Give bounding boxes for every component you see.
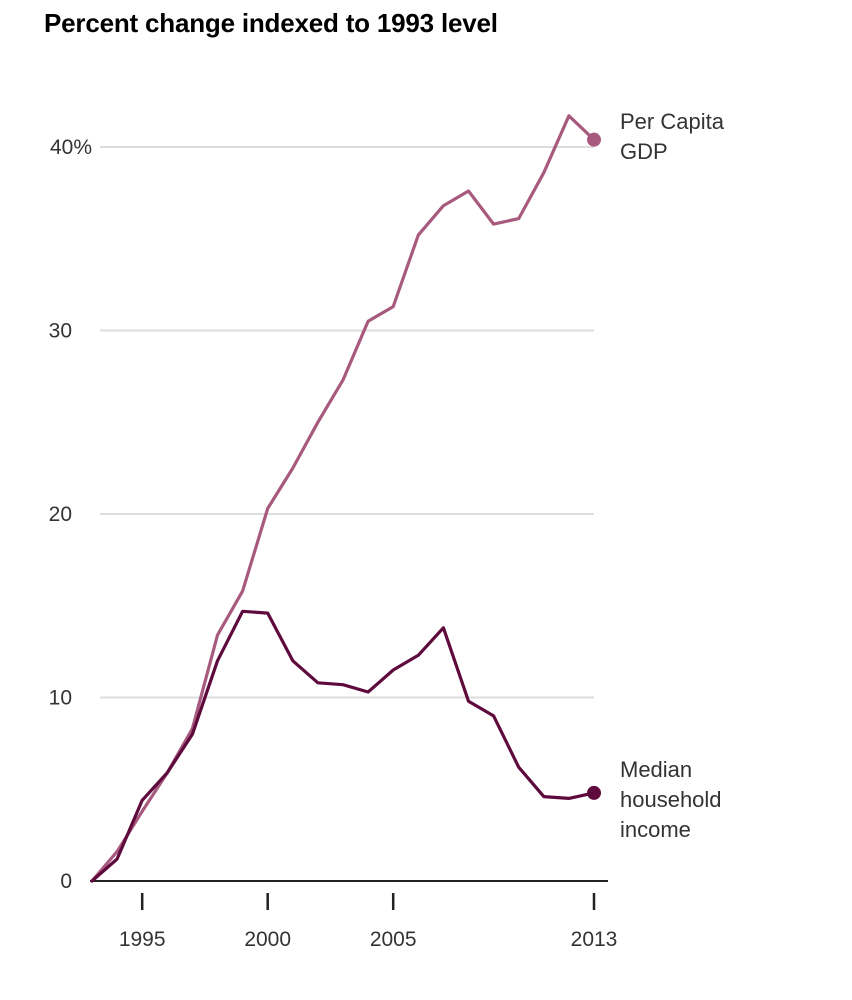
y-tick-label: 30 — [49, 320, 72, 343]
y-tick-label: 10 — [49, 687, 72, 710]
x-tick-label: 2005 — [370, 928, 417, 951]
series-label: Per Capita — [620, 109, 725, 134]
series-label: income — [620, 817, 691, 842]
series-end-point — [587, 132, 601, 147]
x-tick-label: 1995 — [119, 928, 166, 951]
y-tick-label: 20 — [49, 503, 72, 526]
series-labels: Per Capita GDP Median household income — [620, 109, 725, 842]
series-label: household — [620, 787, 722, 812]
y-axis-labels: 0 10 20 30 40% — [49, 136, 92, 893]
x-tick-label: 2013 — [571, 928, 618, 951]
series-end-point — [587, 785, 601, 800]
series-label: GDP — [620, 139, 668, 164]
series-lines — [90, 114, 601, 883]
y-tick-label: 40% — [50, 136, 92, 159]
chart-title: Percent change indexed to 1993 level — [44, 8, 498, 38]
series-line-1 — [90, 609, 596, 883]
series-label: Median — [620, 757, 692, 782]
x-tick-label: 2000 — [244, 928, 291, 951]
gridlines — [100, 146, 594, 699]
x-axis: 1995 2000 2005 2013 — [90, 880, 618, 951]
y-tick-label: 0 — [60, 870, 72, 893]
